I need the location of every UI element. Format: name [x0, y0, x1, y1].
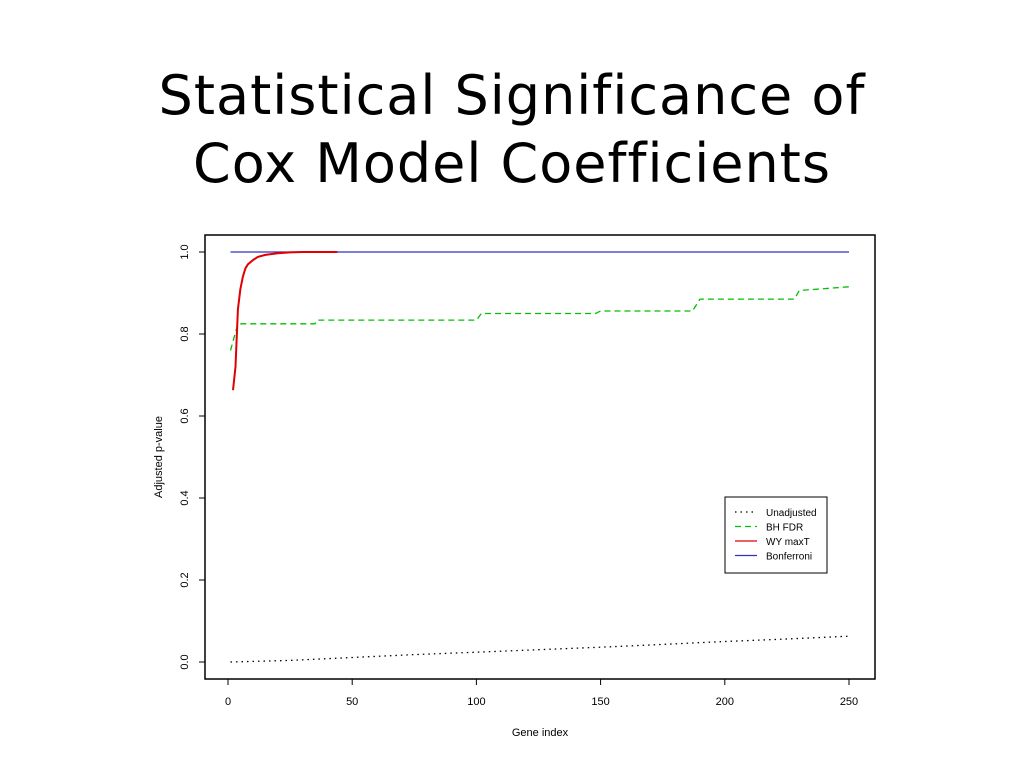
x-tick-label: 150: [591, 696, 609, 708]
slide-title: Statistical Significance of Cox Model Co…: [0, 62, 1024, 198]
y-axis-label: Adjusted p-value: [153, 416, 165, 498]
y-tick-label: 0.2: [179, 572, 191, 587]
legend-label: WY maxT: [766, 537, 810, 548]
y-tick-label: 0.0: [179, 654, 191, 669]
legend-box: [724, 496, 828, 574]
x-axis-label: Gene index: [512, 727, 569, 739]
plot-frame: [204, 234, 876, 680]
series-line-bh-fdr: [229, 286, 850, 351]
x-tick-label: 0: [225, 696, 231, 708]
x-tick-label: 100: [467, 696, 485, 708]
x-tick-label: 50: [346, 696, 358, 708]
y-tick-label: 0.4: [179, 490, 191, 505]
legend-label: Bonferroni: [766, 552, 812, 563]
x-tick-label: 250: [840, 696, 858, 708]
slide-title-line-1: Statistical Significance of: [158, 64, 866, 127]
y-tick-label: 0.6: [179, 408, 191, 423]
legend: Unadjusted BH FDR WY maxT Bonferroni: [724, 496, 828, 574]
series-line-wy-maxt: [232, 251, 338, 391]
legend-label: BH FDR: [766, 523, 803, 534]
legend-label: Unadjusted: [766, 508, 817, 519]
slide-title-line-2: Cox Model Coefficients: [193, 132, 831, 195]
x-tick-label: 200: [716, 696, 734, 708]
y-tick-label: 1.0: [179, 244, 191, 259]
series-line-unadjusted: [230, 635, 850, 663]
y-tick-label: 0.8: [179, 326, 191, 341]
